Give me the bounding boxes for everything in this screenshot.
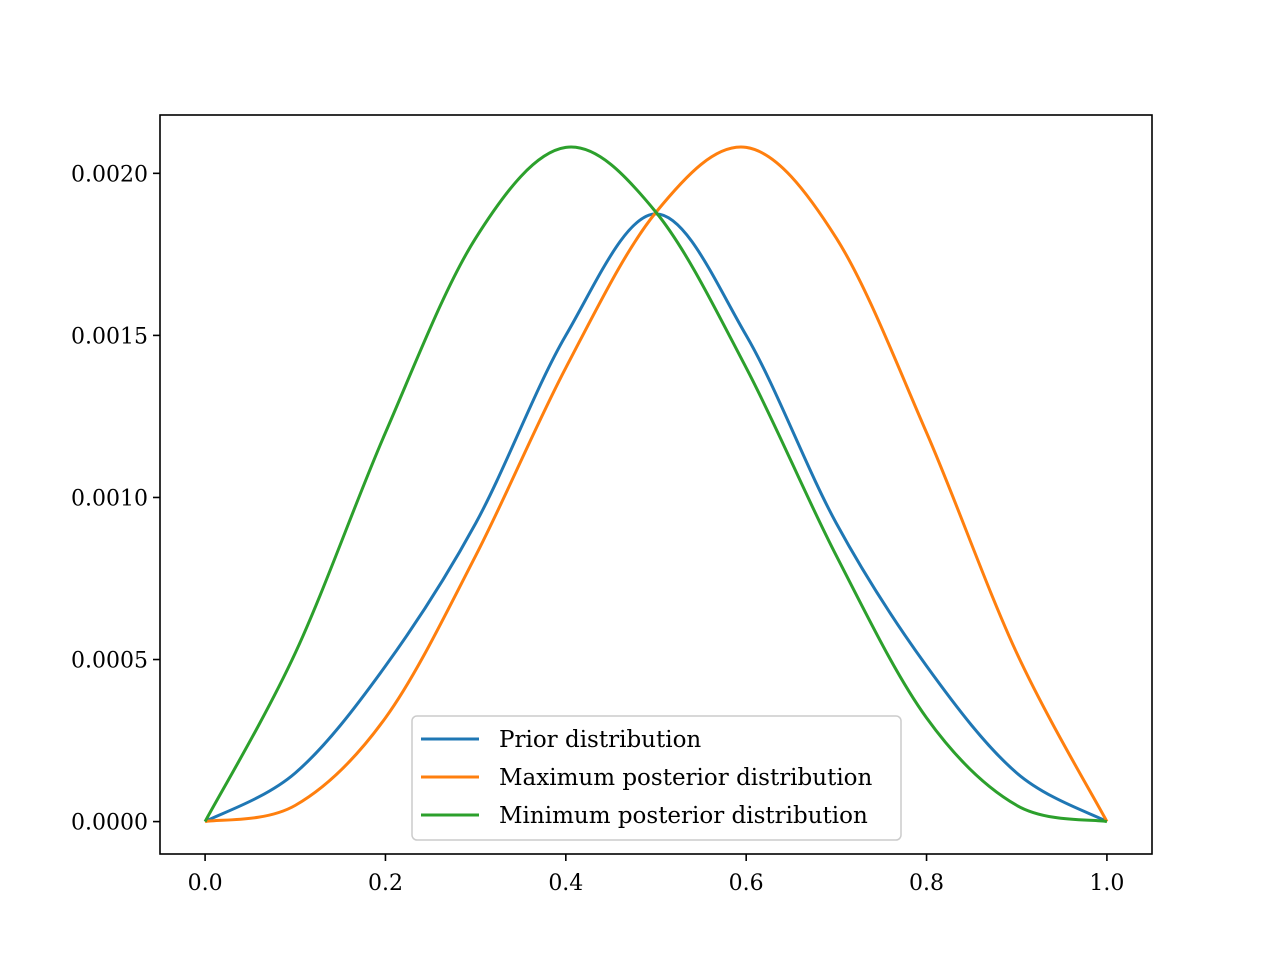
y-tick-label: 0.0000 [71, 811, 148, 836]
y-axis: 0.0000 0.0005 0.0010 0.0015 0.0020 [71, 162, 160, 836]
y-tick-label: 0.0005 [71, 649, 148, 674]
x-axis: 0.0 0.2 0.4 0.6 0.8 1.0 [188, 854, 1124, 896]
legend: Prior distribution Maximum posterior dist… [411, 715, 902, 841]
x-tick-label: 0.2 [368, 871, 403, 896]
legend-label: Minimum posterior distribution [499, 803, 868, 829]
y-tick-label: 0.0010 [71, 486, 148, 511]
series-layer [203, 145, 1109, 824]
plot-frame [159, 114, 1153, 855]
legend-label: Prior distribution [499, 727, 701, 753]
y-tick-label: 0.0020 [71, 162, 148, 187]
series-line [203, 145, 1108, 824]
x-tick-label: 0.0 [188, 871, 223, 896]
legend-box [411, 715, 902, 841]
series-line [204, 145, 1109, 824]
legend-label: Maximum posterior distribution [499, 765, 873, 791]
y-tick-label: 0.0015 [71, 324, 148, 349]
x-tick-label: 0.8 [909, 871, 944, 896]
x-tick-label: 1.0 [1089, 871, 1124, 896]
x-tick-label: 0.6 [729, 871, 764, 896]
x-tick-label: 0.4 [548, 871, 583, 896]
